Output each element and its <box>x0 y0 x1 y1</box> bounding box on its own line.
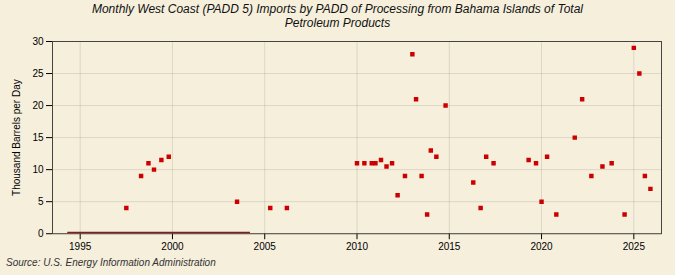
svg-text:2005: 2005 <box>254 241 277 252</box>
svg-text:30: 30 <box>32 35 44 46</box>
svg-text:0: 0 <box>38 228 44 239</box>
svg-text:20: 20 <box>32 100 44 111</box>
svg-text:15: 15 <box>32 132 44 143</box>
svg-text:2025: 2025 <box>623 241 646 252</box>
svg-text:2010: 2010 <box>346 241 369 252</box>
svg-text:2000: 2000 <box>161 241 184 252</box>
svg-text:1995: 1995 <box>69 241 92 252</box>
svg-text:Thousand Barrels per Day: Thousand Barrels per Day <box>11 79 22 196</box>
svg-text:2020: 2020 <box>530 241 553 252</box>
svg-text:5: 5 <box>38 196 44 207</box>
svg-text:2015: 2015 <box>438 241 461 252</box>
svg-text:25: 25 <box>32 68 44 79</box>
svg-text:10: 10 <box>32 164 44 175</box>
html-text:Source: U.S. Energy Informatio: Source: U.S. Energy Information Administ… <box>6 257 216 268</box>
html-text:Monthly West Coast (PADD 5) Im: Monthly West Coast (PADD 5) Imports by P… <box>92 2 583 31</box>
